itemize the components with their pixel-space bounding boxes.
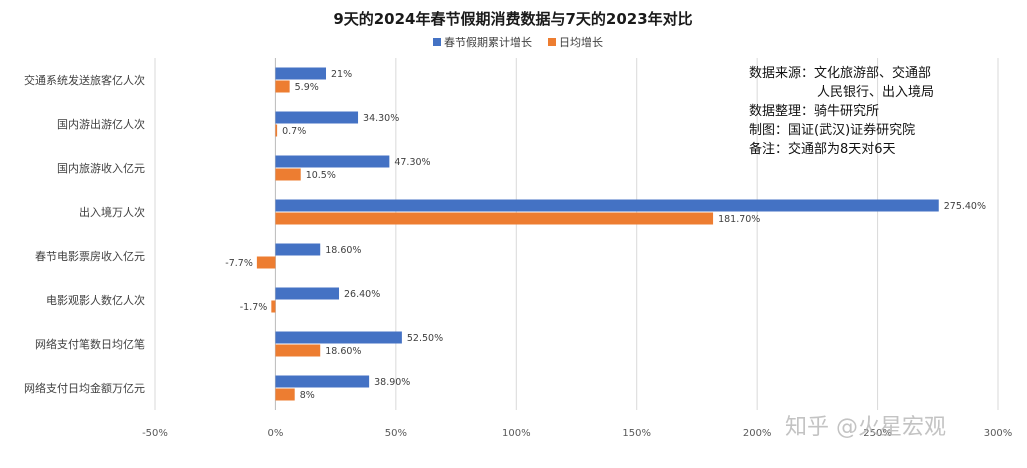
- bar-cumulative-growth: [275, 331, 402, 344]
- data-label: -1.7%: [240, 302, 268, 313]
- bar-cumulative-growth: [275, 155, 390, 168]
- x-tick-label: -50%: [142, 428, 168, 439]
- note-line: 备注：交通部为8天对6天: [749, 141, 896, 157]
- data-label: 0.7%: [282, 126, 306, 137]
- bar-daily-growth: [256, 256, 276, 269]
- category-label: 网络支付日均金额万亿元: [24, 381, 145, 395]
- data-label: 18.60%: [325, 245, 361, 256]
- data-label: 34.30%: [363, 113, 399, 124]
- x-tick-label: 250%: [863, 428, 892, 439]
- bar-cumulative-growth: [275, 287, 340, 300]
- bar-daily-growth: [275, 168, 301, 181]
- labels: 9天的2024年春节假期消费数据与7天的2023年对比 -50% 0% 50% 100%…: [24, 10, 1012, 440]
- legend-label-cumulative: 春节假期累计增长: [444, 35, 532, 49]
- legend-swatch-daily: [548, 38, 556, 46]
- bar-daily-growth: [275, 80, 290, 93]
- bar-cumulative-growth: [275, 243, 321, 256]
- x-tick-label: 200%: [743, 428, 772, 439]
- bar-daily-growth: [275, 388, 295, 401]
- x-tick-label: 50%: [385, 428, 407, 439]
- bar-daily-growth: [275, 212, 714, 225]
- note-line: 数据来源：文化旅游部、交通部: [749, 65, 931, 81]
- legend-label-daily: 日均增长: [559, 35, 603, 49]
- x-tick-label: 150%: [622, 428, 651, 439]
- data-label: 10.5%: [306, 170, 336, 181]
- category-label: 出入境万人次: [79, 205, 145, 219]
- category-label: 网络支付笔数日均亿笔: [35, 337, 145, 351]
- bar-daily-growth: [271, 300, 276, 313]
- data-label: 275.40%: [944, 201, 986, 212]
- chart-title: 9天的2024年春节假期消费数据与7天的2023年对比: [333, 10, 692, 28]
- x-tick-label: 100%: [502, 428, 531, 439]
- category-label: 电影观影人数亿人次: [46, 293, 145, 307]
- note-line: 制图：国证(武汉)证券研究院: [749, 122, 915, 138]
- data-label: 52.50%: [407, 333, 443, 344]
- bars: [256, 67, 939, 401]
- data-label: 47.30%: [394, 157, 430, 168]
- data-label: 21%: [331, 69, 352, 80]
- legend: 春节假期累计增长 日均增长: [433, 35, 603, 49]
- category-label: 春节电影票房收入亿元: [35, 249, 145, 263]
- bar-cumulative-growth: [275, 199, 939, 212]
- data-label: 8%: [300, 390, 315, 401]
- x-tick-label: 300%: [984, 428, 1013, 439]
- bar-daily-growth: [275, 124, 278, 137]
- data-label: 18.60%: [325, 346, 361, 357]
- data-label: 181.70%: [718, 214, 760, 225]
- data-label: 5.9%: [295, 82, 319, 93]
- bar-cumulative-growth: [275, 111, 359, 124]
- data-label: 26.40%: [344, 289, 380, 300]
- watermark-text: 知乎 @火星宏观: [785, 415, 946, 440]
- bar-cumulative-growth: [275, 67, 327, 80]
- legend-swatch-cumulative: [433, 38, 441, 46]
- category-label: 国内旅游收入亿元: [57, 161, 145, 175]
- notes-box: 数据来源：文化旅游部、交通部人民银行、出入境局数据整理：骑牛研究所制图：国证(武…: [749, 65, 934, 157]
- category-label: 国内游出游亿人次: [57, 117, 145, 131]
- category-label: 交通系统发送旅客亿人次: [24, 73, 145, 87]
- data-label: 38.90%: [374, 377, 410, 388]
- note-line: 人民银行、出入境局: [817, 85, 934, 100]
- note-line: 数据整理：骑牛研究所: [749, 104, 879, 119]
- data-label: -7.7%: [225, 258, 253, 269]
- bar-daily-growth: [275, 344, 321, 357]
- bar-cumulative-growth: [275, 375, 370, 388]
- x-tick-label: 0%: [267, 428, 283, 439]
